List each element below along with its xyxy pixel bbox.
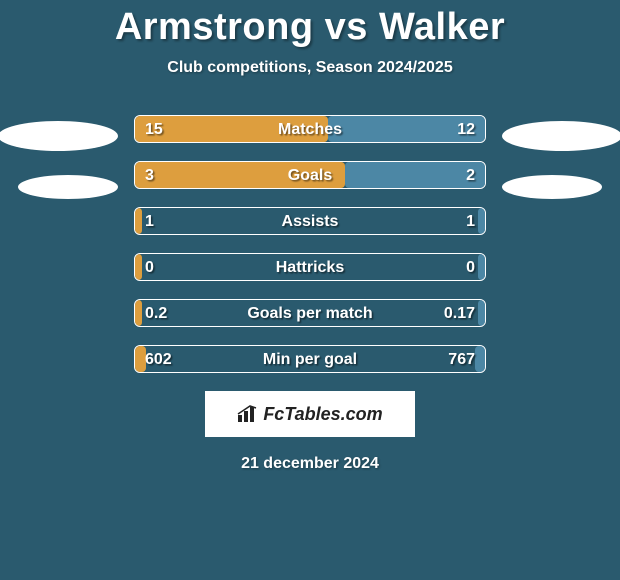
stats-area: 1512Matches 32Goals 11Assists 00Hattricks 0.… xyxy=(0,115,620,473)
page-title: Armstrong vs Walker xyxy=(0,0,620,49)
stat-label: Matches xyxy=(135,116,485,143)
team-right-logo-placeholder xyxy=(502,175,602,199)
stat-row: 00Hattricks xyxy=(134,253,486,281)
player-left-photo-placeholder xyxy=(0,121,118,151)
stat-row: 32Goals xyxy=(134,161,486,189)
stat-label: Goals per match xyxy=(135,300,485,327)
date: 21 december 2024 xyxy=(0,455,620,473)
stat-label: Goals xyxy=(135,162,485,189)
stat-label: Assists xyxy=(135,208,485,235)
stat-row: 0.20.17Goals per match xyxy=(134,299,486,327)
stat-row: 1512Matches xyxy=(134,115,486,143)
comparison-card: Armstrong vs Walker Club competitions, S… xyxy=(0,0,620,580)
stat-row: 11Assists xyxy=(134,207,486,235)
subtitle: Club competitions, Season 2024/2025 xyxy=(0,59,620,77)
brand: FcTables.com xyxy=(237,404,382,425)
chart-icon xyxy=(237,405,259,423)
stat-row: 602767Min per goal xyxy=(134,345,486,373)
brand-box: FcTables.com xyxy=(205,391,415,437)
player-right-photo-placeholder xyxy=(502,121,620,151)
stat-label: Hattricks xyxy=(135,254,485,281)
stat-label: Min per goal xyxy=(135,346,485,373)
stat-rows: 1512Matches 32Goals 11Assists 00Hattricks 0.… xyxy=(134,115,486,373)
brand-text: FcTables.com xyxy=(263,404,382,425)
team-left-logo-placeholder xyxy=(18,175,118,199)
